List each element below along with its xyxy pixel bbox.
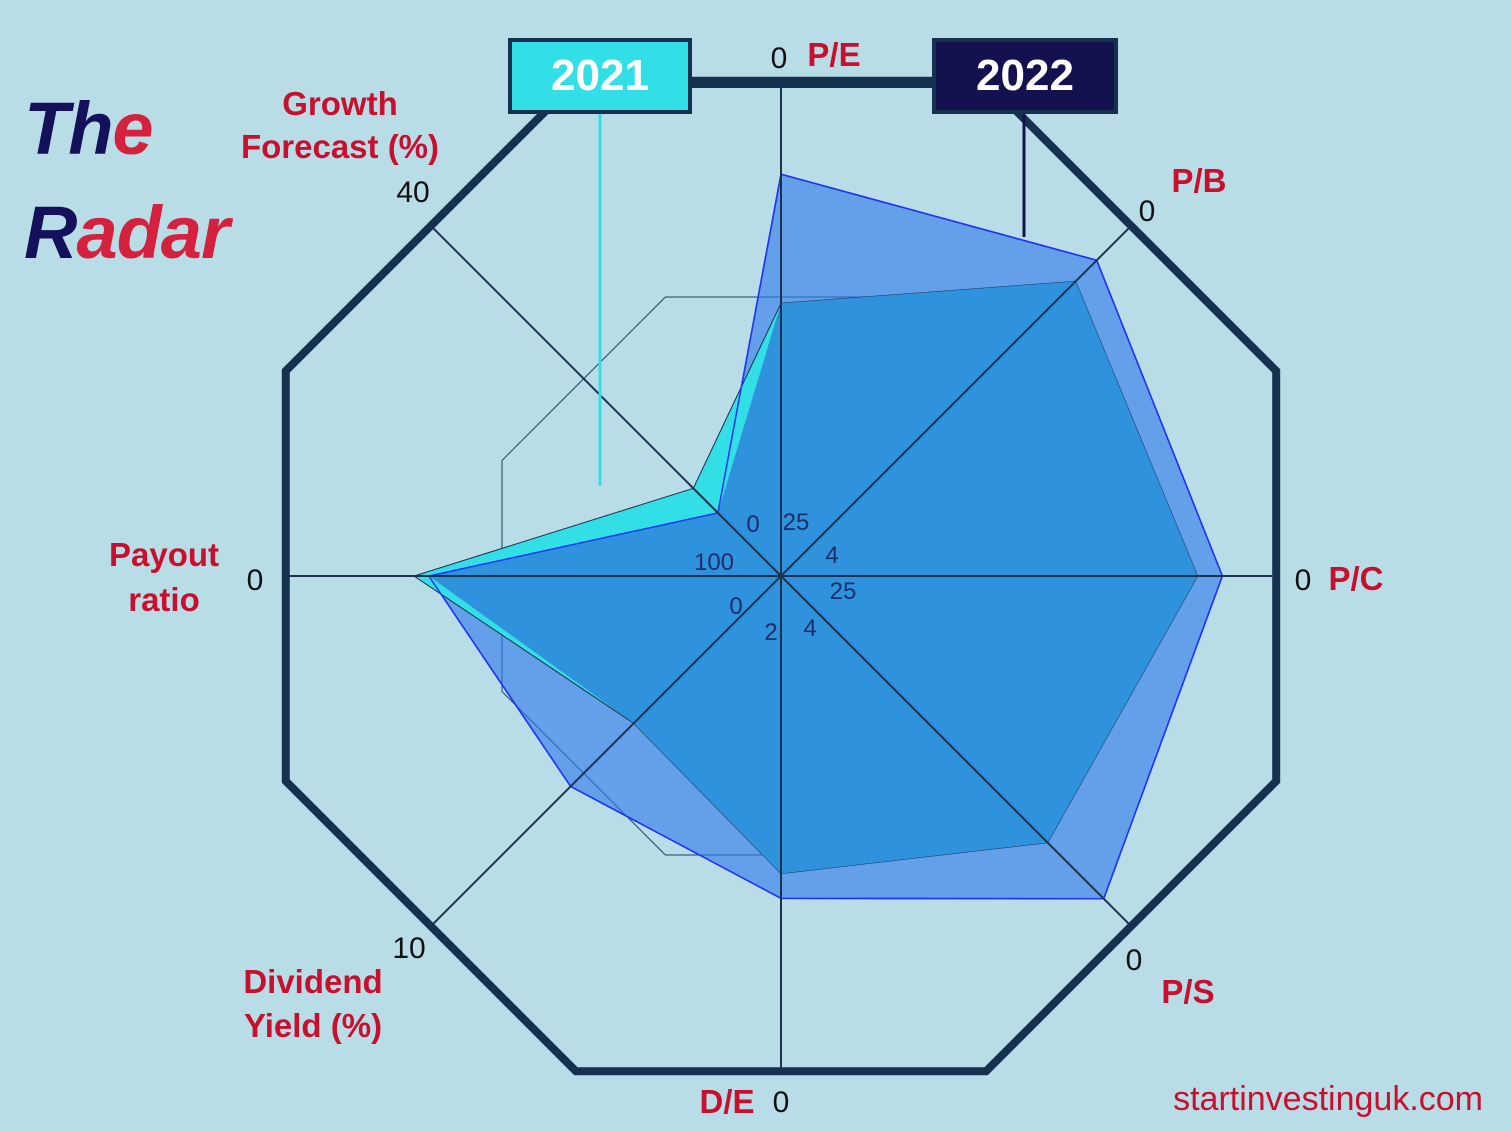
tick-inner-5: 2 <box>764 619 777 646</box>
source-footer: startinvestinguk.com <box>1173 1080 1483 1118</box>
axis-label-2: P/B <box>1171 162 1226 199</box>
axis-label-6-line-2: Yield (%) <box>244 1007 382 1044</box>
tick-outer-4: 0 <box>1126 944 1143 977</box>
tick-outer-3: 0 <box>1295 564 1312 597</box>
legend-2022: 2022 <box>932 38 1118 114</box>
axis-label-6-line-1: Dividend <box>243 963 382 1000</box>
tick-outer-5: 0 <box>773 1086 790 1119</box>
legend-2021: 2021 <box>508 38 692 114</box>
tick-outer-8: 40 <box>396 176 429 209</box>
axis-label-7: Payout ratio <box>109 536 219 618</box>
title-line2-first: R <box>24 191 77 274</box>
legend-2021-label: 2021 <box>551 51 649 100</box>
tick-outer-1: 0 <box>771 42 788 75</box>
axis-label-8-line-2: Forecast (%) <box>241 128 439 165</box>
axis-label-3-line-1: P/C <box>1328 560 1383 597</box>
tick-inner-2: 4 <box>825 542 838 569</box>
axis-label-2-line-1: P/B <box>1171 162 1226 199</box>
tick-outer-7: 0 <box>247 564 264 597</box>
axis-spoke-6 <box>429 575 782 928</box>
tick-inner-8: 0 <box>746 511 759 538</box>
axis-label-8: Growth Forecast (%) <box>241 85 439 165</box>
legend-2022-label: 2022 <box>976 51 1074 100</box>
axis-spoke-8 <box>429 224 782 577</box>
tick-inner-7: 100 <box>694 549 734 576</box>
series-overlap-area <box>428 281 1198 874</box>
title-line1-rest: e <box>112 87 153 170</box>
axis-label-1-line-1: P/E <box>807 36 860 73</box>
tick-outer-6: 10 <box>392 932 425 965</box>
tick-inner-4: 4 <box>803 615 816 642</box>
axis-label-4: P/S <box>1161 973 1214 1010</box>
axis-spoke-2 <box>780 224 1133 577</box>
axis-label-4-line-1: P/S <box>1161 973 1214 1010</box>
axis-label-3: P/C <box>1328 560 1383 597</box>
title-line2-rest: adar <box>76 191 229 274</box>
tick-inner-3: 25 <box>830 578 857 605</box>
axis-spoke-4 <box>780 575 1133 928</box>
outer-frame <box>281 76 1281 1076</box>
tick-inner-1: 25 <box>783 509 810 536</box>
axis-label-1: P/E <box>807 36 860 73</box>
tick-outer-2: 0 <box>1139 195 1156 228</box>
axis-label-7-line-1: Payout <box>109 536 219 573</box>
chart-title: The <box>24 92 154 166</box>
axis-label-5: D/E <box>699 1083 754 1120</box>
axis-label-6: Dividend Yield (%) <box>243 963 382 1044</box>
tick-inner-6: 0 <box>729 593 742 620</box>
axis-label-7-line-2: ratio <box>128 581 200 618</box>
axis-label-5-line-1: D/E <box>699 1083 754 1120</box>
chart-title-line2: Radar <box>24 196 230 270</box>
title-line1-first: Th <box>24 87 113 170</box>
axis-label-8-line-1: Growth <box>282 85 397 122</box>
